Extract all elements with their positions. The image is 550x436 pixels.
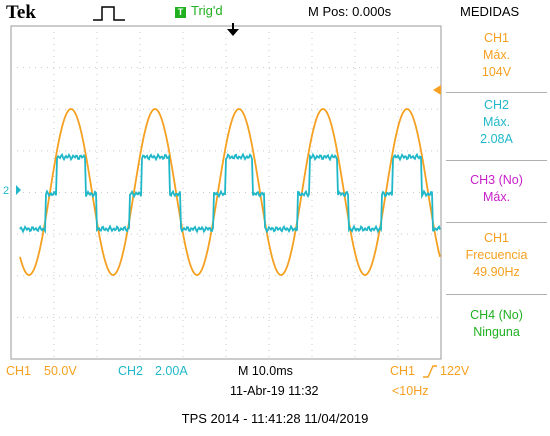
menu-line: Máx. [482, 48, 511, 62]
ch2-label: CH2 [118, 364, 144, 378]
date-time-readout: 11-Abr-19 11:32 [230, 384, 319, 398]
menu-separator [446, 160, 547, 161]
menu-item-ch4-ninguna[interactable]: CH4 (No) Ninguna [446, 307, 547, 341]
trigger-position-icon [227, 29, 239, 36]
rising-edge-icon [423, 365, 437, 378]
ch2-ground-marker-label: 2 [3, 185, 9, 197]
trigger-level-readout: 122V [440, 364, 470, 378]
ch1-scale: 50.0V [44, 364, 77, 378]
trigger-level-icon [433, 85, 441, 95]
menu-item-ch3-max[interactable]: CH3 (No) Máx. [446, 172, 547, 206]
menu-title[interactable]: MEDIDAS [460, 4, 520, 19]
trigger-position-stem [232, 23, 234, 30]
menu-item-ch2-max[interactable]: CH2 Máx. 2.08A [446, 97, 547, 148]
ch1-waveform [19, 108, 441, 276]
trigger-badge: T [175, 7, 186, 18]
brand-logo: Tek [6, 2, 36, 23]
menu-item-ch1-max[interactable]: CH1 Máx. 104V [446, 30, 547, 81]
menu-separator [446, 294, 547, 295]
ch2-waveform [19, 152, 441, 235]
menu-line: Ninguna [473, 325, 520, 339]
footer-caption: TPS 2014 - 11:41:28 11/04/2019 [181, 411, 369, 426]
menu-line: Máx. [482, 190, 511, 204]
menu-line: CH1 [483, 31, 509, 45]
ch2-ground-marker-icon [16, 185, 21, 195]
menu-line: CH1 [483, 231, 509, 245]
ch1-label: CH1 [6, 364, 32, 378]
timebase-readout: M 10.0ms [238, 364, 293, 378]
trigger-frequency-readout: <10Hz [392, 384, 429, 398]
run-pulse-icon [93, 6, 125, 21]
menu-value: 49.90Hz [473, 265, 520, 279]
menu-separator [446, 92, 547, 93]
menu-value: 104V [481, 65, 512, 79]
menu-line: Frecuencia [465, 248, 528, 262]
ch2-scale: 2.00A [155, 364, 188, 378]
trigger-status: Trig'd [191, 3, 223, 18]
menu-line: Máx. [482, 115, 511, 129]
menu-line: CH2 [483, 98, 509, 112]
trigger-source: CH1 [390, 364, 416, 378]
menu-item-ch1-frecuencia[interactable]: CH1 Frecuencia 49.90Hz [446, 230, 547, 281]
menu-line: CH4 (No) [470, 308, 523, 322]
m-pos-readout: M Pos: 0.000s [308, 4, 392, 19]
menu-separator [446, 222, 547, 223]
menu-value: 2.08A [480, 132, 513, 146]
menu-line: CH3 (No) [470, 173, 523, 187]
graticule [11, 26, 441, 359]
